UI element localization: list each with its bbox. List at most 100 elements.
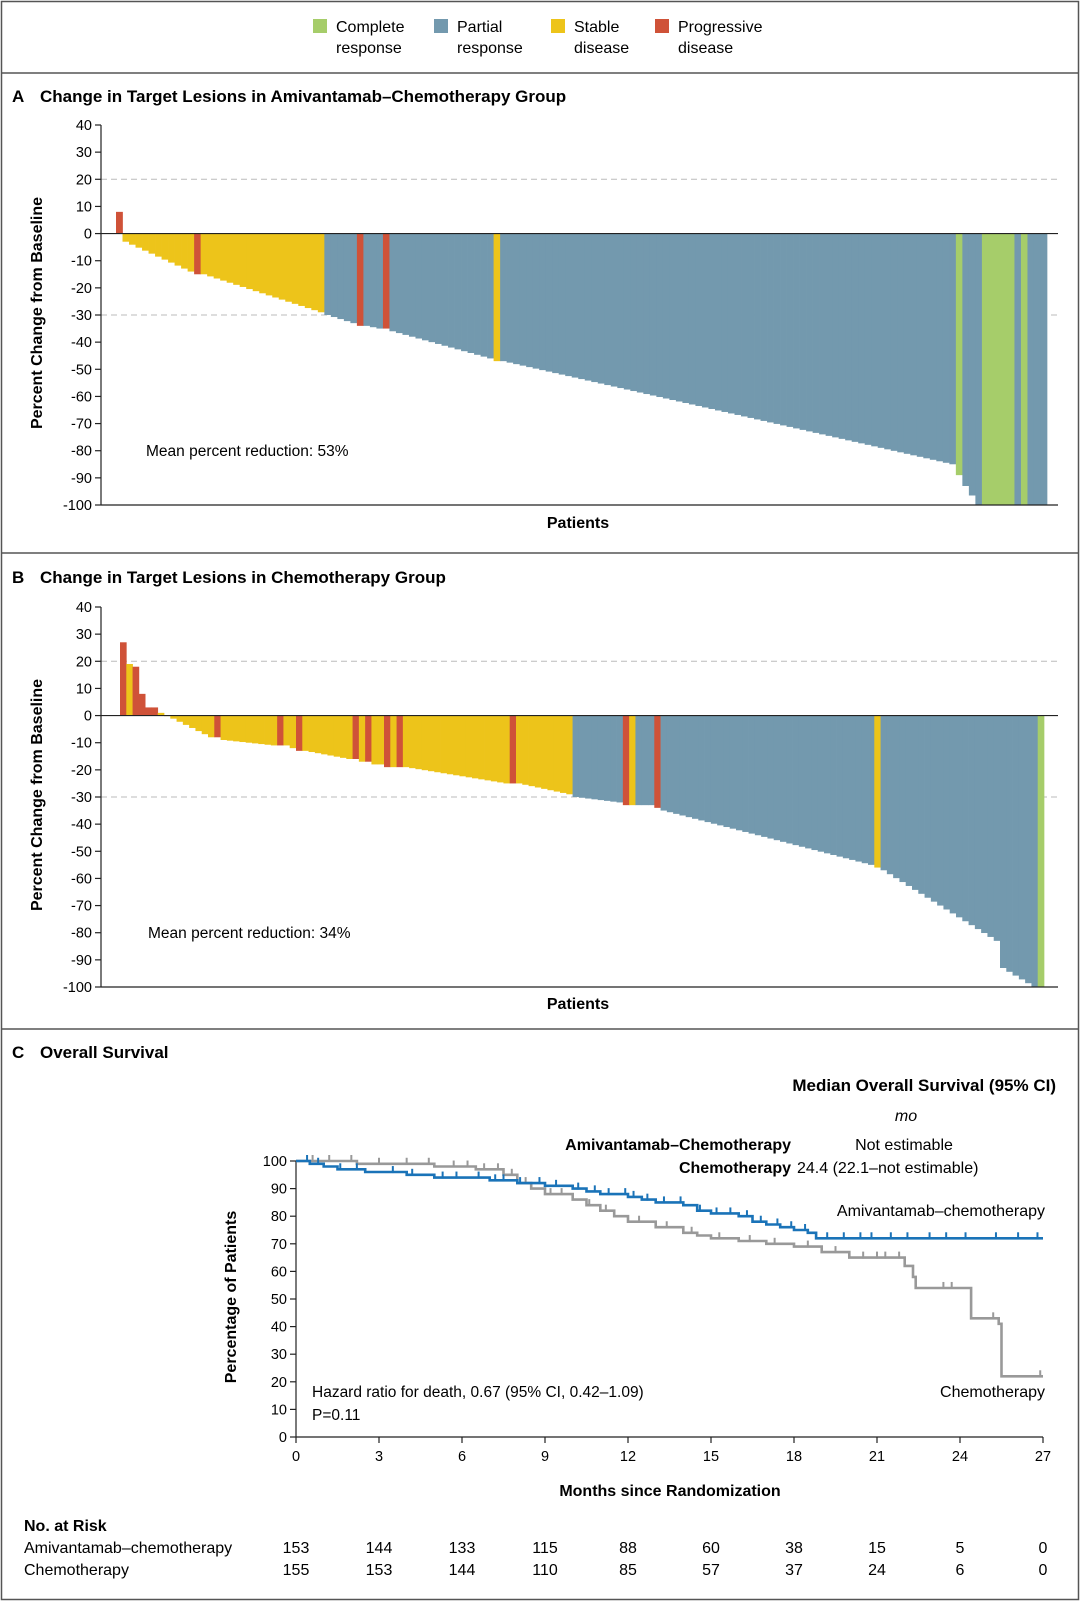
bar — [377, 715, 385, 765]
bar — [369, 233, 377, 328]
y-tick-label: 80 — [271, 1209, 287, 1225]
risk-cell: 0 — [1039, 1562, 1048, 1579]
median-unit: mo — [895, 1108, 917, 1125]
bar — [786, 715, 793, 844]
bar — [836, 715, 844, 857]
bar — [402, 233, 410, 335]
bar — [371, 715, 379, 765]
bar — [170, 715, 177, 719]
bar — [910, 233, 918, 456]
bar — [721, 233, 729, 412]
panel-b-xlabel: Patients — [547, 996, 609, 1013]
y-tick-label: -20 — [71, 281, 92, 297]
bar — [897, 233, 905, 453]
y-tick-label: 100 — [263, 1154, 287, 1170]
bar — [748, 715, 756, 834]
bar — [435, 233, 442, 344]
bar — [604, 233, 612, 386]
bar — [308, 715, 316, 753]
bar — [701, 233, 709, 408]
bar — [708, 233, 716, 409]
bar — [506, 233, 514, 363]
bar — [819, 233, 826, 435]
bar — [962, 715, 969, 922]
y-tick-label: 0 — [279, 1430, 287, 1446]
bar — [1012, 715, 1020, 976]
bar — [578, 233, 586, 380]
bar — [1040, 233, 1048, 505]
y-tick-label: 70 — [271, 1237, 287, 1253]
bar — [415, 715, 423, 770]
y-tick-label: 0 — [84, 709, 92, 725]
bar — [585, 715, 592, 799]
bar — [780, 715, 787, 842]
panel-c: C Overall Survival Median Overall Surviv… — [12, 1043, 1056, 1579]
bar — [340, 715, 347, 758]
legend-label-line2: disease — [574, 40, 629, 57]
bar — [553, 715, 561, 792]
bar — [849, 715, 856, 860]
risk-cell: 38 — [785, 1540, 803, 1557]
bar — [272, 233, 280, 298]
bar — [560, 715, 567, 793]
y-tick-label: -100 — [63, 498, 92, 514]
bar — [884, 233, 892, 450]
bar — [246, 233, 254, 290]
bar — [311, 233, 319, 311]
bar — [747, 233, 755, 418]
bar — [145, 707, 152, 716]
legend-item-partial: Partial response — [434, 19, 523, 57]
bar — [302, 715, 309, 751]
y-tick-label: 30 — [76, 145, 92, 161]
y-tick-label: -60 — [71, 389, 92, 405]
bar — [767, 233, 774, 423]
risk-table: No. at Risk Amivantamab–chemotherapy Che… — [24, 1518, 1048, 1579]
bar — [157, 712, 165, 716]
bar — [396, 715, 404, 768]
bar — [679, 715, 687, 816]
y-tick-label: 90 — [271, 1182, 287, 1198]
risk-cell: 153 — [366, 1562, 393, 1579]
bar — [265, 233, 273, 296]
bar — [899, 715, 907, 883]
median-group-chemo: Chemotherapy — [679, 1160, 791, 1177]
bar — [1001, 233, 1009, 505]
bar — [656, 233, 664, 398]
bar — [685, 715, 693, 818]
bar — [780, 233, 787, 426]
x-tick-label: 3 — [375, 1449, 383, 1465]
bar — [893, 715, 900, 879]
bar — [968, 715, 976, 926]
curve-label-chemo: Chemotherapy — [940, 1384, 1045, 1401]
bar — [201, 715, 209, 735]
bar — [635, 715, 643, 806]
bar — [333, 715, 341, 757]
bar — [682, 233, 690, 403]
risk-cell: 115 — [532, 1540, 558, 1557]
bar — [591, 233, 599, 383]
bar — [321, 715, 328, 755]
bar — [666, 715, 674, 813]
y-tick-label: -30 — [71, 308, 92, 324]
bar — [346, 715, 353, 759]
legend-item-stable: Stable disease — [551, 19, 629, 57]
bar — [490, 715, 498, 782]
bar — [526, 233, 534, 368]
bar — [213, 233, 221, 279]
bar — [285, 233, 293, 302]
risk-cell: 155 — [283, 1562, 310, 1579]
bar — [886, 715, 894, 875]
bar — [151, 707, 159, 716]
y-tick-label: 40 — [271, 1320, 287, 1336]
y-tick-label: -100 — [63, 980, 92, 996]
bar — [616, 715, 624, 803]
bar — [824, 715, 831, 854]
bar — [566, 715, 573, 795]
bar — [877, 233, 885, 448]
bar — [727, 233, 735, 414]
x-tick-label: 9 — [541, 1449, 549, 1465]
risk-cell: 37 — [785, 1562, 803, 1579]
bar — [356, 233, 364, 326]
bar — [148, 233, 156, 254]
